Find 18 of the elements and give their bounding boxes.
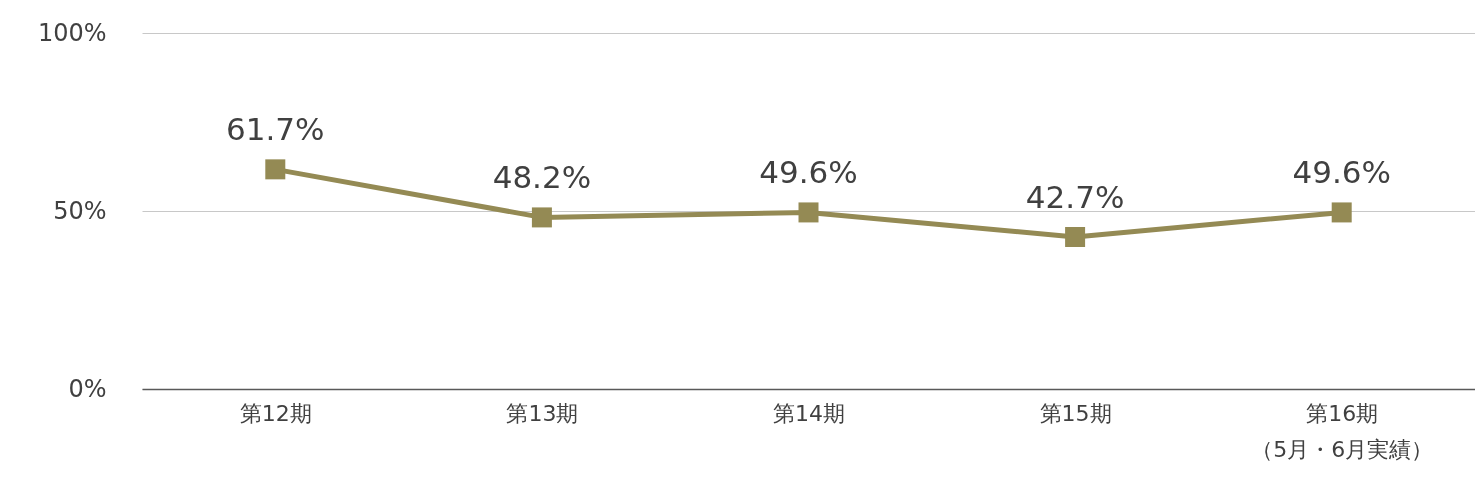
y-tick-label: 100%	[37, 18, 107, 47]
y-tick-label: 50%	[53, 196, 107, 225]
x-tick-label: 第15期	[1039, 400, 1112, 426]
data-label: 61.7%	[226, 111, 325, 148]
x-tick-label: 第16期（5月・6月実績）	[1251, 400, 1434, 462]
point	[1065, 226, 1086, 247]
point	[798, 202, 819, 223]
point	[531, 207, 552, 228]
data-label: 48.2%	[492, 159, 592, 196]
data-label: 42.7%	[1025, 178, 1125, 215]
data-label: 49.6%	[1292, 154, 1391, 191]
data-label: 49.6%	[759, 154, 858, 191]
x-tick-label: 第13期	[506, 400, 579, 426]
y-tick-label: 0%	[68, 374, 107, 403]
x-tick-label: 第12期	[239, 400, 312, 426]
point	[265, 159, 286, 180]
x-tick-label: 第14期	[773, 400, 845, 426]
point	[1331, 202, 1352, 223]
